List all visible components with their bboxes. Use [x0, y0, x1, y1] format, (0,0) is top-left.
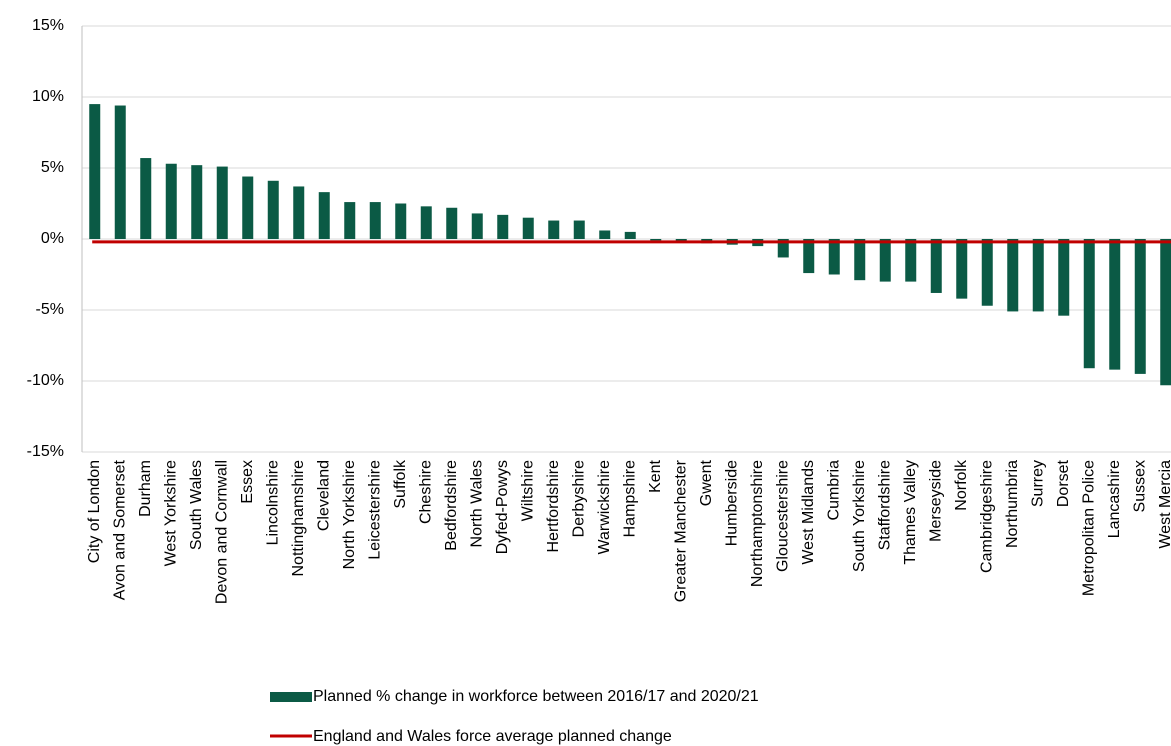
y-tick-label: 10% [32, 88, 64, 105]
x-tick-label: Leicestershire [366, 460, 383, 560]
bar [1032, 239, 1044, 312]
bar [140, 158, 152, 239]
bar [1083, 239, 1095, 369]
y-tick-label: 5% [41, 159, 64, 176]
bar [420, 206, 432, 239]
legend-swatch [270, 692, 312, 702]
x-tick-label: Warwickshire [596, 460, 613, 555]
bar [599, 230, 611, 239]
x-tick-label: Suffolk [392, 459, 409, 509]
x-tick-label: Gloucestershire [774, 460, 791, 572]
bar [497, 214, 509, 239]
bar [522, 217, 534, 239]
bar [956, 239, 968, 299]
x-tick-label: Derbyshire [570, 460, 587, 537]
legend-label: Planned % change in workforce between 20… [313, 688, 759, 705]
x-tick-label: Essex [239, 460, 256, 504]
x-tick-label: Greater Manchester [672, 459, 689, 602]
x-tick-label: Lancashire [1106, 460, 1123, 538]
x-tick-label: Thames Valley [902, 460, 919, 565]
bar [1109, 239, 1121, 370]
bar [624, 231, 636, 239]
x-tick-label: Sussex [1131, 460, 1148, 512]
x-tick-label: Dyfed-Powys [494, 460, 511, 554]
x-tick-label: Cambridgeshire [978, 460, 995, 573]
bar [854, 239, 866, 281]
bar [828, 239, 840, 275]
x-tick-label: Northumbria [1004, 460, 1021, 548]
y-tick-label: 0% [41, 230, 64, 247]
bar [471, 213, 483, 239]
bar [114, 105, 126, 240]
x-tick-label: West Mercia [1157, 460, 1171, 549]
bar [1058, 239, 1070, 316]
x-tick-label: South Wales [188, 460, 205, 550]
x-tick-label: Cheshire [417, 460, 434, 524]
bar [242, 176, 254, 239]
bar [369, 202, 381, 239]
x-tick-label: Hertfordshire [545, 460, 562, 553]
x-tick-label: Avon and Somerset [111, 459, 128, 600]
bar [395, 203, 407, 239]
bar [573, 220, 585, 239]
x-tick-label: Gwent [698, 459, 715, 506]
x-tick-label: South Yorkshire [851, 460, 868, 572]
bar [446, 207, 458, 239]
y-tick-label: -10% [27, 372, 64, 389]
y-tick-label: -15% [27, 443, 64, 460]
bar [293, 186, 305, 239]
x-tick-label: Nottinghamshire [290, 460, 307, 577]
x-tick-label: Hampshire [621, 460, 638, 537]
bar [318, 192, 330, 239]
y-tick-label: 15% [32, 17, 64, 34]
x-tick-label: Lincolnshire [264, 460, 281, 545]
x-tick-label: North Wales [468, 460, 485, 547]
x-tick-label: Kent [647, 459, 664, 492]
legend-label: England and Wales force average planned … [313, 728, 672, 745]
x-tick-label: Norfolk [953, 459, 970, 511]
x-tick-label: Bedfordshire [443, 460, 460, 551]
bar [1134, 239, 1146, 374]
bar [1160, 239, 1171, 386]
x-tick-label: City of London [86, 460, 103, 563]
x-tick-label: Humberside [723, 460, 740, 546]
x-tick-label: Cleveland [315, 460, 332, 531]
y-tick-label: -5% [36, 301, 64, 318]
bar [930, 239, 942, 293]
bar [191, 165, 203, 239]
bar [981, 239, 993, 306]
bar [216, 166, 228, 239]
bar [777, 239, 789, 258]
bar [803, 239, 815, 274]
bar [1007, 239, 1019, 312]
bar [548, 220, 560, 239]
x-tick-label: Wiltshire [519, 460, 536, 521]
bar [344, 202, 356, 239]
x-tick-label: Durham [137, 460, 154, 517]
x-tick-label: Devon and Cornwall [213, 460, 230, 604]
bar [165, 163, 177, 239]
x-tick-label: North Yorkshire [341, 460, 358, 569]
bar [650, 239, 662, 241]
x-tick-label: Surrey [1029, 460, 1046, 507]
bar [905, 239, 917, 282]
bar [879, 239, 891, 282]
x-tick-label: Northamptonshire [749, 460, 766, 587]
x-tick-label: Staffordshire [876, 460, 893, 551]
bar [89, 104, 101, 239]
x-tick-label: Dorset [1055, 459, 1072, 507]
bar [267, 180, 279, 239]
x-tick-label: Merseyside [927, 460, 944, 542]
x-tick-label: Metropolitan Police [1080, 460, 1097, 596]
x-tick-label: Cumbria [825, 460, 842, 521]
x-tick-label: West Midlands [800, 460, 817, 565]
x-tick-label: West Yorkshire [162, 460, 179, 567]
